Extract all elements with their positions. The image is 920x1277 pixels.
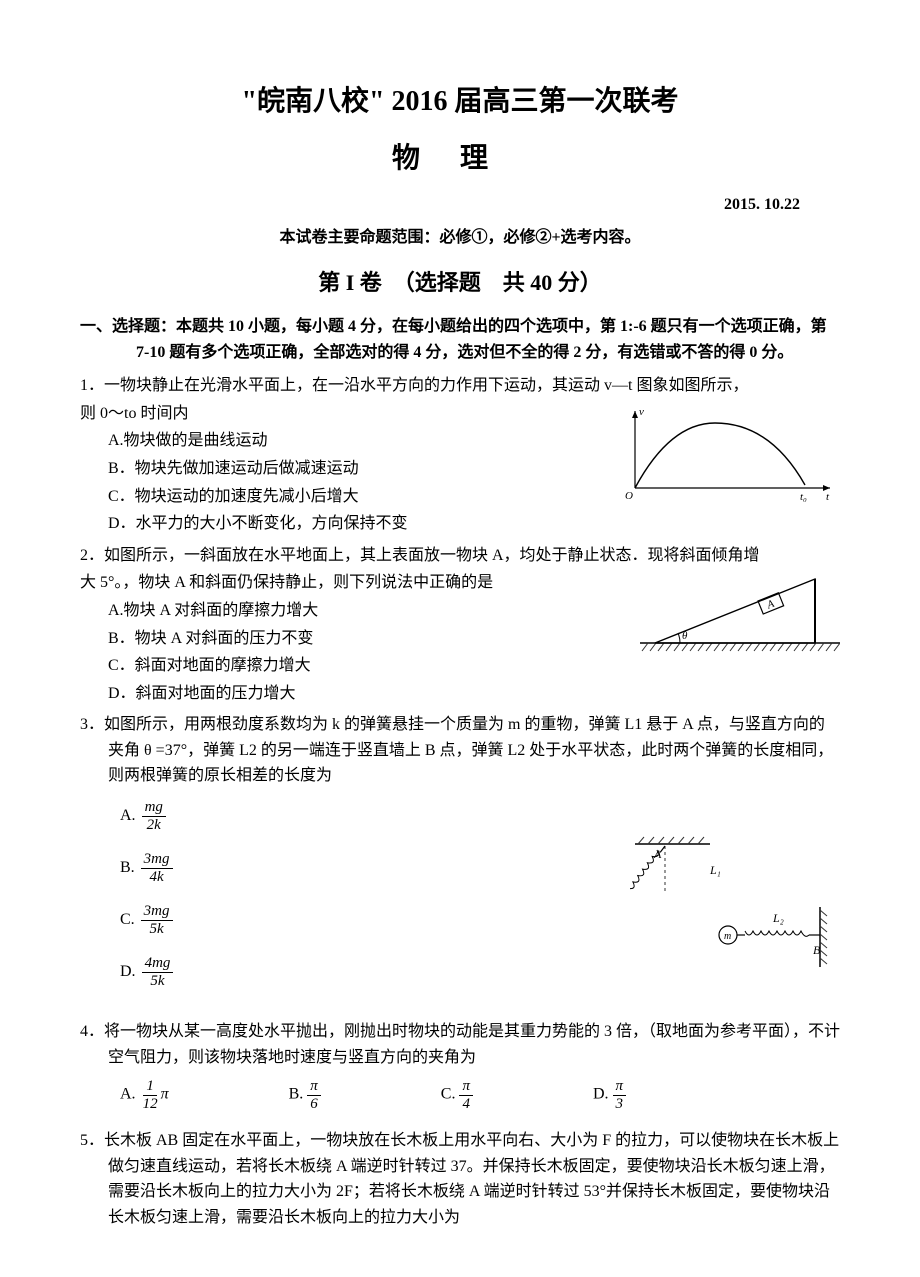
q4-options: A. 112π B. π6 C. π4 D. π3 [80, 1078, 840, 1112]
q5-stem: 5．长木板 AB 固定在水平面上，一物块放在长木板上用水平向右、大小为 F 的拉… [80, 1128, 840, 1230]
q1-optB: B．物块先做加速运动后做减速运动 [108, 456, 610, 482]
q2-options: A.物块 A 对斜面的摩擦力增大 B．物块 A 对斜面的压力不变 C．斜面对地面… [80, 598, 610, 706]
q1-options: A.物块做的是曲线运动 B．物块先做加速运动后做减速运动 C．物块运动的加速度先… [80, 428, 610, 536]
q1-optD: D．水平力的大小不断变化，方向保持不变 [108, 511, 610, 537]
exam-scope: 本试卷主要命题范围：必修①，必修②+选考内容。 [80, 225, 840, 251]
q2-optA: A.物块 A 对斜面的摩擦力增大 [108, 598, 610, 624]
q4-optA: A. 112π [120, 1078, 169, 1112]
q1-stem-line1: 1．一物块静止在光滑水平面上，在一沿水平方向的力作用下运动，其运动 v—t 图象… [80, 373, 840, 399]
q4-optB: B. π6 [289, 1078, 321, 1112]
q1-optC: C．物块运动的加速度先减小后增大 [108, 484, 610, 510]
q3-A-label: A [653, 847, 662, 861]
q3-mass-label: m [724, 931, 731, 942]
q1-axis-v: v [639, 406, 644, 418]
q1-axis-t0: t₀ [800, 491, 807, 503]
section-header: 第 I 卷 （选择题 共 40 分） [80, 265, 840, 300]
q2-optB: B．物块 A 对斜面的压力不变 [108, 626, 610, 652]
section-instructions: 一、选择题：本题共 10 小题，每小题 4 分，在每小题给出的四个选项中，第 1… [136, 314, 840, 365]
question-5: 5．长木板 AB 固定在水平面上，一物块放在长木板上用水平向右、大小为 F 的拉… [80, 1128, 840, 1230]
q1-axis-O: O [625, 490, 633, 502]
question-3: 3．如图所示，用两根劲度系数均为 k 的弹簧悬挂一个质量为 m 的重物，弹簧 L… [80, 712, 840, 989]
q2-theta-label: θ [682, 630, 688, 642]
q2-stem-line1: 2．如图所示，一斜面放在水平地面上，其上表面放一物块 A，均处于静止状态．现将斜… [80, 543, 840, 569]
question-4: 4．将一物块从某一高度处水平抛出，刚抛出时物块的动能是其重力势能的 3 倍，（取… [80, 1019, 840, 1112]
q3-stem: 3．如图所示，用两根劲度系数均为 k 的弹簧悬挂一个质量为 m 的重物，弹簧 L… [80, 712, 840, 789]
question-1: 1．一物块静止在光滑水平面上，在一沿水平方向的力作用下运动，其运动 v—t 图象… [80, 373, 840, 537]
q3-L1-label: L₁ [709, 863, 721, 877]
q1-optA: A.物块做的是曲线运动 [108, 428, 610, 454]
q4-optD: D. π3 [593, 1078, 626, 1112]
q3-L2-label: L₂ [772, 911, 784, 925]
exam-date: 2015. 10.22 [80, 192, 840, 218]
q1-figure: v O t₀ t [620, 403, 840, 503]
q1-axis-t: t [826, 491, 830, 503]
q2-optC: C．斜面对地面的摩擦力增大 [108, 653, 610, 679]
question-2: 2．如图所示，一斜面放在水平地面上，其上表面放一物块 A，均处于静止状态．现将斜… [80, 543, 840, 707]
q4-stem: 4．将一物块从某一高度处水平抛出，刚抛出时物块的动能是其重力势能的 3 倍，（取… [80, 1019, 840, 1070]
exam-title-subject: 物理 [80, 137, 840, 182]
q2-optD: D．斜面对地面的压力增大 [108, 681, 610, 707]
exam-title-main: "皖南八校" 2016 届高三第一次联考 [80, 80, 840, 125]
q2-figure: A θ [640, 571, 840, 661]
q3-optA: A. mg2k [120, 799, 840, 833]
q3-B-label: B [813, 943, 821, 957]
q3-figure: m A B L₁ L₂ [630, 832, 830, 972]
q4-optC: C. π4 [441, 1078, 473, 1112]
